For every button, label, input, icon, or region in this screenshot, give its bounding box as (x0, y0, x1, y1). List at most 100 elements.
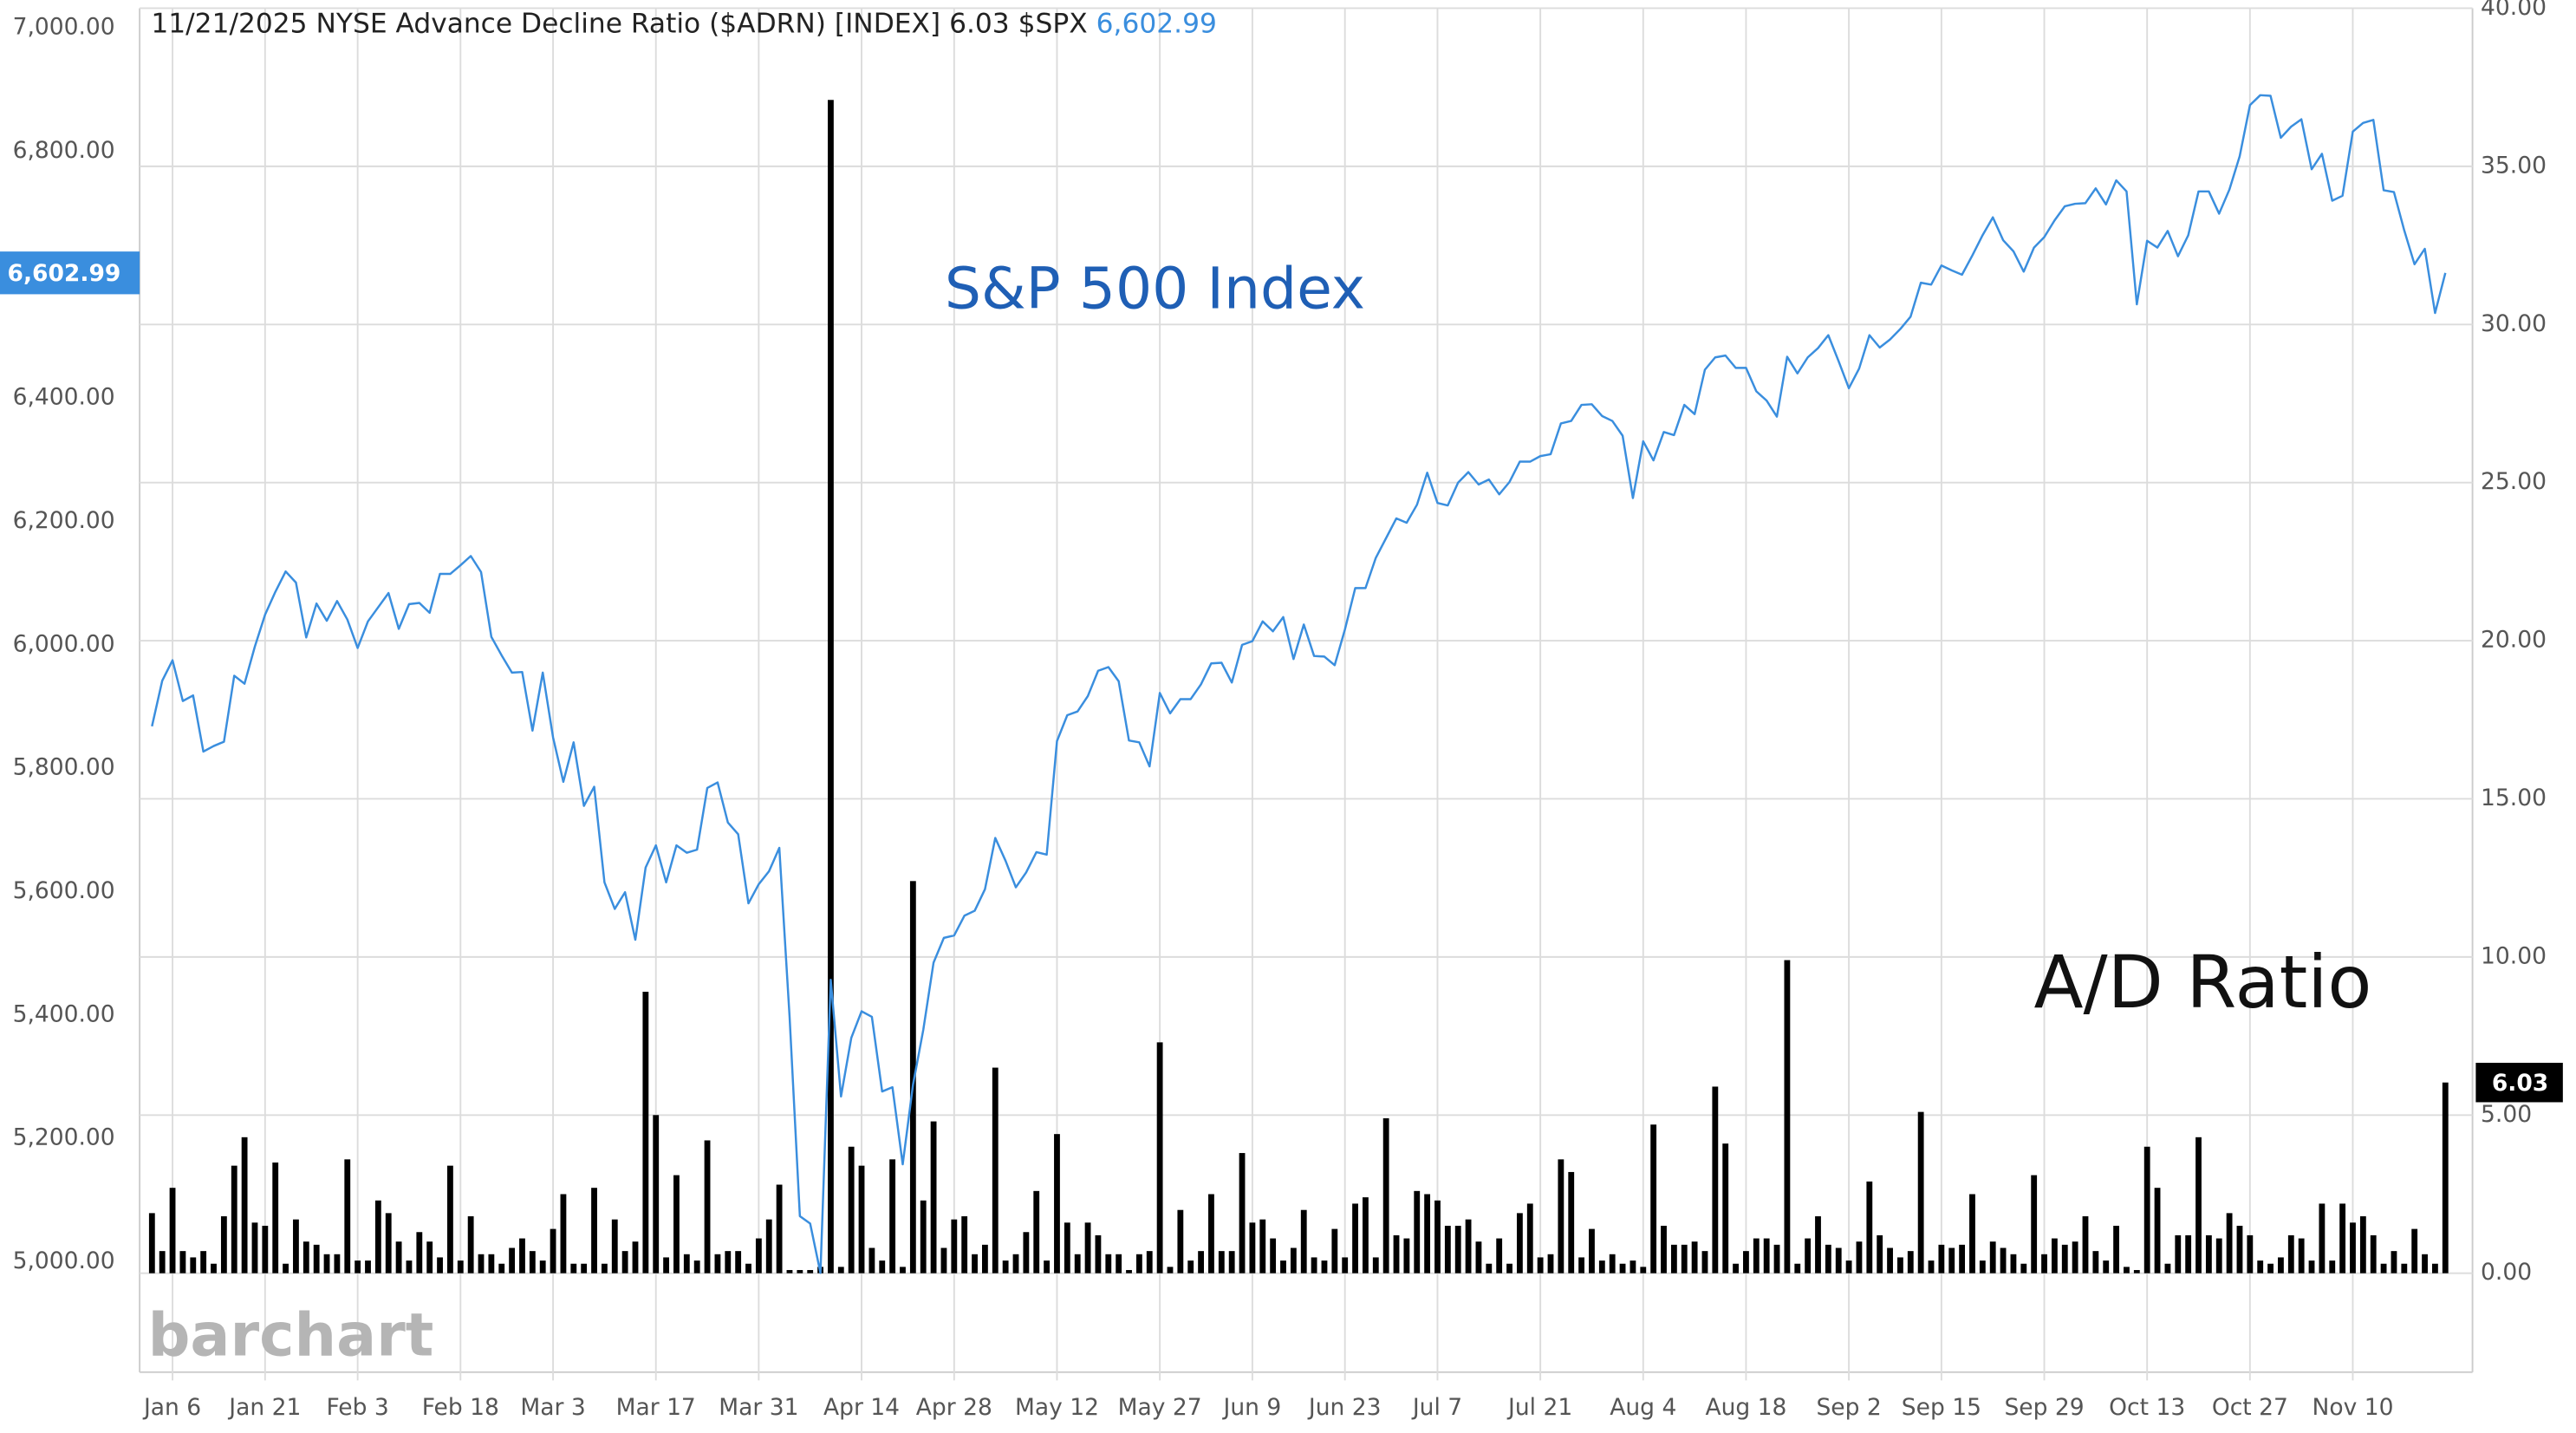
bar (2329, 1260, 2336, 1273)
y2-tick-label: 0.00 (2481, 1259, 2532, 1286)
bar (2257, 1260, 2264, 1273)
bar (1259, 1219, 1266, 1273)
bar (1393, 1234, 1400, 1273)
bar (1589, 1228, 1595, 1273)
bar (1784, 960, 1791, 1273)
bar (673, 1175, 680, 1273)
bar (334, 1254, 341, 1273)
y-tick-label: 5,400.00 (13, 1000, 115, 1027)
bar (714, 1254, 721, 1273)
bar (1681, 1244, 1688, 1273)
bar (807, 1270, 814, 1273)
bar (961, 1216, 968, 1273)
x-tick-label: Jan 6 (142, 1394, 201, 1421)
bar (1424, 1194, 1431, 1273)
bar (2432, 1263, 2438, 1273)
bar (2215, 1238, 2222, 1273)
bar (272, 1162, 279, 1273)
bar (365, 1260, 371, 1273)
bar (1506, 1263, 1512, 1273)
bar (642, 992, 649, 1273)
symbol: $SPX (1018, 8, 1088, 39)
bar (1363, 1197, 1369, 1273)
bar (1743, 1251, 1749, 1273)
x-tick-label: Aug 18 (1705, 1394, 1786, 1421)
bar (519, 1238, 525, 1273)
bar (323, 1254, 330, 1273)
bar (1526, 1203, 1533, 1273)
bar (1414, 1190, 1421, 1273)
bar (2411, 1228, 2418, 1273)
x-tick-label: Sep 2 (1816, 1394, 1881, 1421)
bar (1712, 1086, 1719, 1273)
y-tick-label: 5,200.00 (13, 1124, 115, 1151)
bar (1444, 1225, 1451, 1273)
bar (920, 1200, 927, 1273)
bar (797, 1270, 803, 1273)
bar (2205, 1234, 2212, 1273)
bar (2154, 1188, 2161, 1273)
bar (900, 1267, 906, 1273)
bar (909, 881, 916, 1273)
watermark: barchart (148, 1301, 434, 1370)
bar (1321, 1260, 1328, 1273)
y-tick-label: 6,000.00 (13, 630, 115, 657)
bar (1979, 1260, 1986, 1273)
bar (1434, 1200, 1441, 1273)
bar (889, 1159, 896, 1273)
bar (1187, 1260, 1194, 1273)
bar (2339, 1203, 2346, 1273)
bar (611, 1219, 618, 1273)
bar (241, 1137, 248, 1273)
bar (848, 1146, 855, 1273)
x-tick-label: May 12 (1015, 1394, 1099, 1421)
bar (2287, 1234, 2294, 1273)
bar (735, 1251, 742, 1273)
bar (498, 1263, 505, 1273)
x-tick-label: Sep 15 (1902, 1394, 1981, 1421)
bar (1845, 1260, 1852, 1273)
bar (2092, 1251, 2099, 1273)
bar (1496, 1238, 1503, 1273)
bar (2051, 1238, 2058, 1273)
bar (2370, 1234, 2377, 1273)
x-tick-label: Mar 17 (616, 1394, 696, 1421)
bar (2000, 1247, 2007, 1273)
bar (1866, 1181, 1873, 1273)
bar (159, 1251, 166, 1273)
bar (1650, 1124, 1657, 1273)
bar (1897, 1257, 1903, 1273)
x-tick-label: Nov 10 (2313, 1394, 2394, 1421)
title: 11/21/2025 NYSE Advance Decline Ratio ($… (151, 8, 940, 39)
marks (148, 94, 2449, 1274)
bar (1033, 1190, 1040, 1273)
bar (1568, 1171, 1575, 1273)
last-value: 6.03 (949, 8, 1010, 39)
bar (2061, 1244, 2068, 1273)
bar (467, 1216, 474, 1273)
annotation: S&P 500 Index (945, 254, 1365, 322)
bar (148, 1213, 155, 1273)
bar (1218, 1251, 1225, 1273)
bar (1825, 1244, 1831, 1273)
bar (2380, 1263, 2387, 1273)
bar (416, 1232, 423, 1273)
bar (1733, 1263, 1739, 1273)
bar (2391, 1251, 2397, 1273)
x-tick-label: Jun 23 (1307, 1394, 1382, 1421)
bar (1454, 1225, 1461, 1273)
x-tick-label: May 27 (1118, 1394, 1202, 1421)
bar (2103, 1260, 2110, 1273)
bar (1619, 1263, 1626, 1273)
bar (837, 1267, 844, 1273)
bar (2226, 1213, 2233, 1273)
bar (2020, 1263, 2027, 1273)
y2-tick-label: 15.00 (2481, 785, 2547, 811)
bar (231, 1165, 237, 1273)
bar (211, 1263, 217, 1273)
bar (591, 1188, 597, 1273)
bar (1661, 1225, 1667, 1273)
bar (1773, 1244, 1780, 1273)
bar (828, 100, 834, 1273)
